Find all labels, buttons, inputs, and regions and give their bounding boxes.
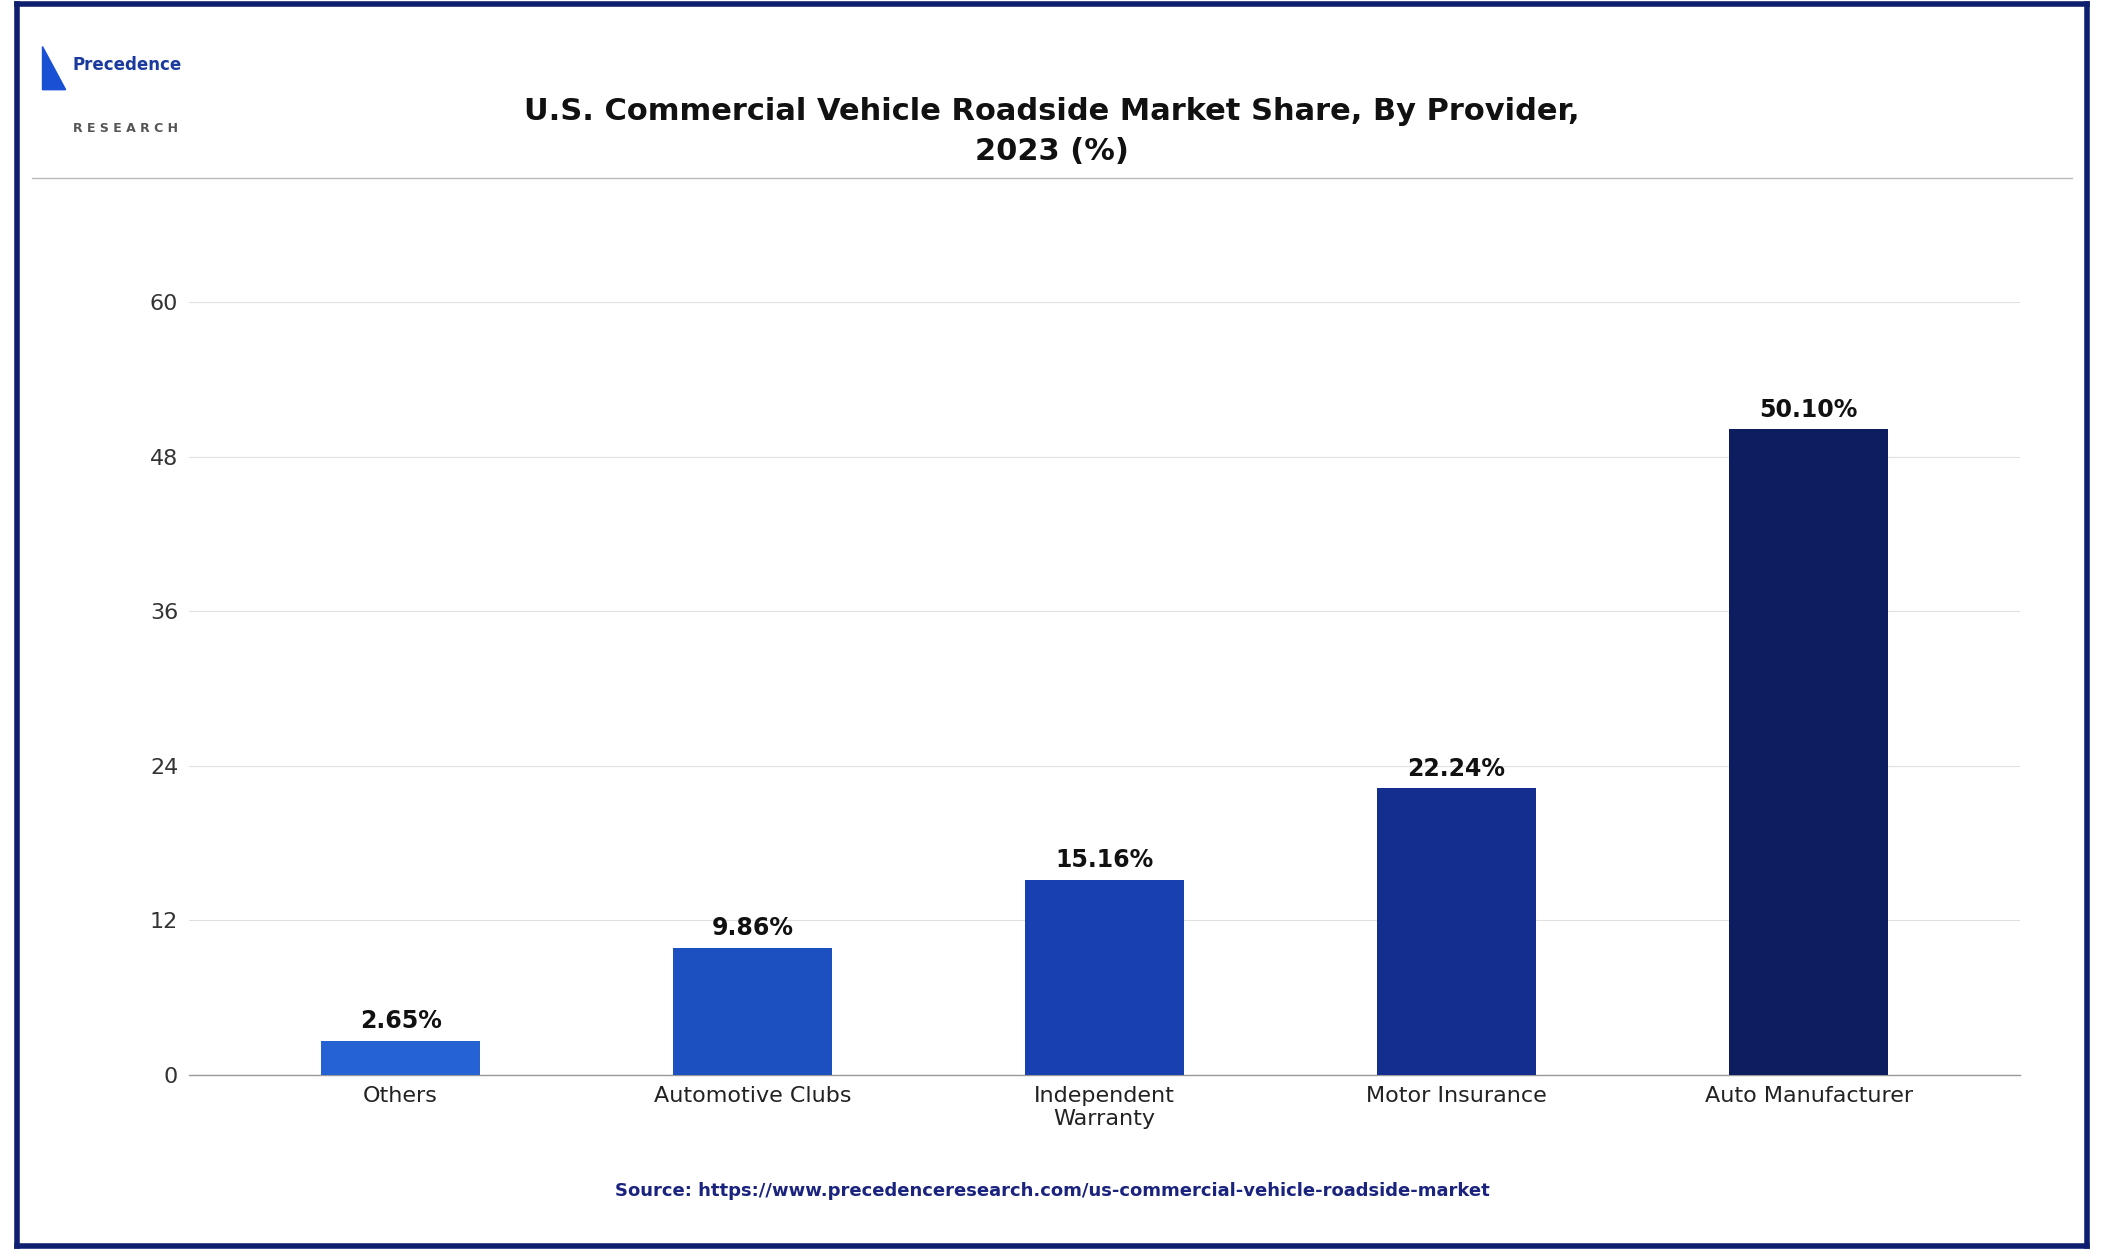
Bar <box>322 1041 480 1075</box>
Text: 15.16%: 15.16% <box>1056 848 1153 872</box>
Text: 22.24%: 22.24% <box>1408 756 1506 781</box>
Text: R E S E A R C H: R E S E A R C H <box>72 122 177 135</box>
Bar <box>673 948 831 1075</box>
Text: 9.86%: 9.86% <box>711 916 793 940</box>
Text: 50.10%: 50.10% <box>1759 398 1858 421</box>
Bar <box>1025 880 1185 1075</box>
Bar <box>1378 789 1536 1075</box>
Polygon shape <box>42 46 65 90</box>
Text: Source: https://www.precedenceresearch.com/us-commercial-vehicle-roadside-market: Source: https://www.precedenceresearch.c… <box>614 1181 1490 1200</box>
Text: 2.65%: 2.65% <box>360 1009 442 1032</box>
Text: Precedence: Precedence <box>72 56 181 74</box>
Bar <box>1729 430 1887 1075</box>
Text: U.S. Commercial Vehicle Roadside Market Share, By Provider,
2023 (%): U.S. Commercial Vehicle Roadside Market … <box>524 96 1580 166</box>
